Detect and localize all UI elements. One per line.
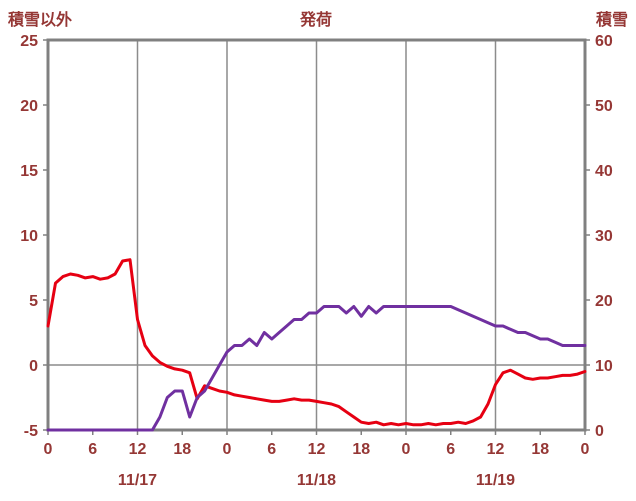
x-axis-day-label: 11/19 bbox=[476, 472, 515, 489]
x-axis-hour-label: 6 bbox=[88, 441, 97, 458]
right-axis-tick-label: 20 bbox=[595, 293, 613, 310]
left-axis-tick-label: 15 bbox=[20, 163, 38, 180]
x-axis-hour-label: 12 bbox=[308, 441, 326, 458]
right-axis-tick-label: 30 bbox=[595, 228, 613, 245]
right-axis-tick-label: 0 bbox=[595, 423, 604, 440]
x-axis-hour-label: 18 bbox=[531, 441, 549, 458]
left-axis-tick-label: 10 bbox=[20, 228, 38, 245]
x-axis-day-label: 11/18 bbox=[297, 472, 336, 489]
x-axis-hour-label: 12 bbox=[487, 441, 505, 458]
x-axis-hour-label: 0 bbox=[402, 441, 411, 458]
plot-border bbox=[46, 38, 587, 432]
left-axis-tick-label: -5 bbox=[24, 423, 38, 440]
right-axis-title: 積雪 bbox=[595, 12, 628, 29]
left-axis-tick-label: 0 bbox=[29, 358, 38, 375]
chart-title: 発荷 bbox=[299, 12, 333, 29]
left-axis-tick-label: 20 bbox=[20, 98, 38, 115]
x-axis-hour-label: 6 bbox=[267, 441, 276, 458]
right-axis-tick-label: 50 bbox=[595, 98, 613, 115]
left-axis-tick-label: 25 bbox=[20, 33, 38, 50]
x-axis-hour-label: 18 bbox=[173, 441, 191, 458]
x-axis-hour-label: 12 bbox=[129, 441, 147, 458]
x-axis-hour-label: 6 bbox=[446, 441, 455, 458]
right-axis-tick-label: 60 bbox=[595, 33, 613, 50]
x-axis-hour-label: 18 bbox=[352, 441, 370, 458]
x-axis-hour-label: 0 bbox=[44, 441, 53, 458]
series-line-1 bbox=[46, 305, 587, 432]
series-line-0 bbox=[46, 258, 587, 427]
right-axis-tick-label: 40 bbox=[595, 163, 613, 180]
x-axis-day-label: 11/17 bbox=[118, 472, 157, 489]
left-axis-tick-label: 5 bbox=[29, 293, 38, 310]
x-axis-hour-label: 0 bbox=[581, 441, 590, 458]
left-axis-title: 積雪以外 bbox=[8, 12, 73, 29]
x-axis-hour-label: 0 bbox=[223, 441, 232, 458]
right-axis-tick-label: 10 bbox=[595, 358, 613, 375]
